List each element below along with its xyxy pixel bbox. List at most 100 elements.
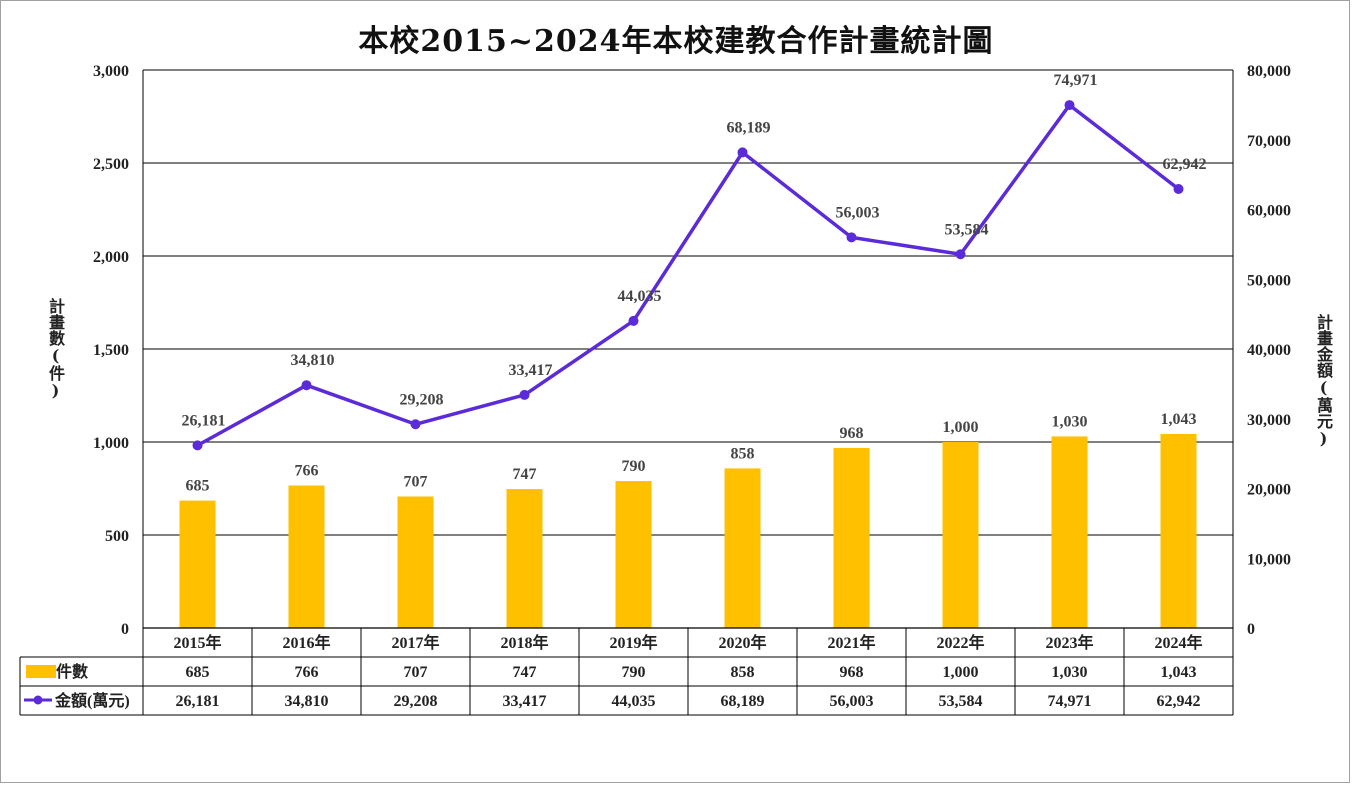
- line-point: [955, 249, 966, 260]
- table-cell-amount: 74,971: [1048, 693, 1092, 710]
- table-cell-count: 747: [513, 664, 537, 681]
- table-cell-count: 1,000: [943, 664, 979, 681]
- bar: [724, 468, 761, 628]
- bar-data-label: 968: [840, 425, 864, 442]
- y-tick-label-right: 20,000: [1247, 482, 1291, 499]
- table-cell-count: 790: [622, 664, 646, 681]
- y-tick-label-right: 60,000: [1247, 203, 1291, 220]
- line-segment: [1067, 103, 1181, 191]
- line-data-label: 34,810: [291, 352, 335, 369]
- table-cell-count: 858: [731, 664, 755, 681]
- bar-data-label: 685: [186, 478, 210, 495]
- bar-data-label: 858: [731, 445, 755, 462]
- bar-data-label: 790: [622, 458, 646, 475]
- bar: [397, 496, 434, 628]
- line-data-label: 53,584: [945, 221, 989, 238]
- chart-title: 本校2015~2024年本校建教合作計畫統計圖: [358, 24, 994, 59]
- bar: [288, 485, 325, 628]
- x-tick-label: 2018年: [500, 633, 548, 652]
- line-segment: [958, 103, 1072, 257]
- y-tick-label-right: 80,000: [1247, 63, 1291, 80]
- y-tick-label-left: 2,000: [93, 249, 129, 266]
- legend-label-amount: 金額(萬元): [54, 691, 130, 710]
- table-cell-count: 1,030: [1052, 664, 1088, 681]
- legend-label-count: 件數: [56, 662, 88, 681]
- line-segment: [413, 393, 527, 427]
- y-tick-label-right: 30,000: [1247, 412, 1291, 429]
- y-tick-label-right: 10,000: [1247, 551, 1291, 568]
- bar-data-label: 1,000: [943, 419, 979, 436]
- table-cell-count: 707: [404, 664, 428, 681]
- bar-data-label: 707: [404, 473, 428, 490]
- line-point: [519, 389, 530, 400]
- line-point: [1064, 100, 1075, 111]
- bar-data-label: 766: [295, 463, 319, 480]
- line-segment: [740, 150, 854, 240]
- line-point: [846, 232, 857, 243]
- y-tick-label-right: 0: [1247, 621, 1255, 638]
- bar-data-label: 747: [513, 466, 537, 483]
- line-segment: [631, 150, 745, 323]
- table-cell-amount: 33,417: [503, 693, 547, 710]
- line-data-label: 74,971: [1054, 72, 1098, 89]
- x-tick-label: 2023年: [1045, 633, 1093, 652]
- x-tick-label: 2019年: [609, 633, 657, 652]
- table-cell-amount: 56,003: [830, 693, 874, 710]
- table-cell-amount: 62,942: [1157, 693, 1201, 710]
- bar-data-label: 1,030: [1052, 413, 1088, 430]
- x-tick-label: 2022年: [936, 633, 984, 652]
- x-tick-label: 2024年: [1154, 633, 1202, 652]
- line-segment: [522, 319, 636, 397]
- table-cell-amount: 34,810: [285, 693, 329, 710]
- x-tick-label: 2015年: [173, 633, 221, 652]
- line-point: [410, 419, 421, 430]
- table-cell-amount: 68,189: [721, 693, 765, 710]
- table-cell-count: 685: [186, 664, 210, 681]
- x-tick-label: 2020年: [718, 633, 766, 652]
- y-tick-label-left: 500: [105, 528, 129, 545]
- line-point: [192, 440, 203, 451]
- line-segment: [195, 383, 309, 448]
- y-tick-label-right: 70,000: [1247, 133, 1291, 150]
- table-cell-count: 766: [295, 664, 319, 681]
- bar: [942, 442, 979, 628]
- bar: [506, 489, 543, 628]
- table-cell-amount: 29,208: [394, 693, 438, 710]
- bar: [179, 500, 216, 628]
- line-point: [737, 147, 748, 158]
- x-tick-label: 2016年: [282, 633, 330, 652]
- y-tick-label-right: 40,000: [1247, 342, 1291, 359]
- bar-data-label: 1,043: [1161, 411, 1197, 428]
- y-axis-label-right: 計畫金額(萬元): [1314, 314, 1333, 448]
- table-cell-count: 1,043: [1161, 664, 1197, 681]
- x-tick-label: 2017年: [391, 633, 439, 652]
- bar: [1051, 436, 1088, 628]
- bar: [615, 481, 652, 628]
- bar: [833, 447, 870, 628]
- y-tick-label-left: 3,000: [93, 63, 129, 80]
- y-tick-label-right: 50,000: [1247, 272, 1291, 289]
- line-data-label: 29,208: [400, 391, 444, 408]
- legend-marker-amount: [33, 695, 43, 705]
- y-tick-label-left: 2,500: [93, 156, 129, 173]
- x-tick-label: 2021年: [827, 633, 875, 652]
- line-data-label: 33,417: [509, 362, 553, 379]
- y-axis-label-left: 計畫數(件): [46, 298, 65, 400]
- line-data-label: 62,942: [1163, 156, 1207, 173]
- table-cell-amount: 26,181: [176, 693, 220, 710]
- legend-swatch-count: [26, 665, 56, 678]
- y-tick-label-left: 1,500: [93, 342, 129, 359]
- line-data-label: 26,181: [182, 412, 226, 429]
- line-data-label: 56,003: [836, 204, 880, 221]
- line-segment: [849, 235, 963, 257]
- line-data-label: 44,035: [618, 288, 662, 305]
- line-data-label: 68,189: [727, 119, 771, 136]
- y-tick-label-left: 1,000: [93, 435, 129, 452]
- table-cell-amount: 53,584: [939, 693, 983, 710]
- line-point: [1173, 183, 1184, 194]
- line-point: [301, 380, 312, 391]
- table-cell-count: 968: [840, 664, 864, 681]
- table-cell-amount: 44,035: [612, 693, 656, 710]
